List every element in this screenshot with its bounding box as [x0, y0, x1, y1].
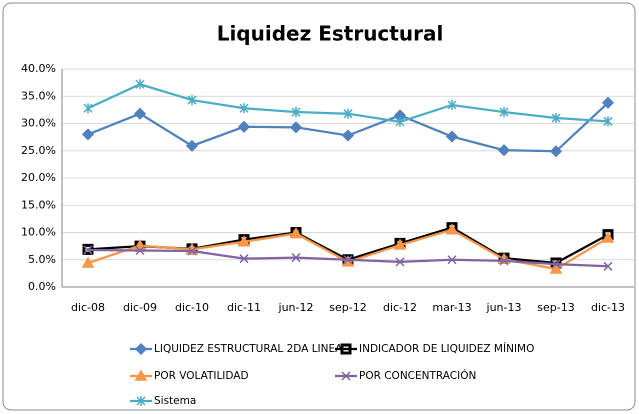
data-point	[187, 95, 197, 106]
data-point	[237, 120, 251, 133]
y-tick-label: 10.0%	[21, 226, 56, 239]
data-point	[135, 79, 145, 90]
x-tick-label: dic-11	[227, 301, 261, 314]
data-point	[447, 99, 457, 110]
legend-label: POR CONCENTRACIÓN	[359, 369, 476, 382]
data-point	[81, 128, 95, 141]
data-point	[445, 130, 459, 143]
data-point	[341, 129, 355, 142]
data-point	[551, 259, 561, 269]
x-tick-label: dic-08	[71, 301, 105, 314]
x-tick-label: mar-13	[432, 301, 471, 314]
data-point	[239, 254, 249, 264]
data-point	[343, 108, 353, 119]
y-tick-label: 5.0%	[28, 253, 56, 266]
chart-title: Liquidez Estructural	[217, 22, 444, 46]
y-tick-label: 25.0%	[21, 144, 56, 157]
data-point	[237, 235, 251, 247]
data-point	[549, 262, 563, 274]
data-point	[83, 103, 93, 114]
legend-marker	[134, 342, 148, 356]
data-point	[289, 121, 303, 134]
x-tick-label: dic-13	[591, 301, 625, 314]
data-point	[343, 255, 353, 265]
data-point	[549, 145, 563, 158]
x-tick-label: jun-13	[486, 301, 522, 314]
y-tick-label: 30.0%	[21, 117, 56, 130]
legend-marker	[340, 343, 352, 355]
y-tick-label: 0.0%	[28, 280, 56, 293]
data-point	[133, 107, 147, 120]
legend-marker	[136, 396, 146, 406]
data-point	[499, 256, 509, 266]
data-point	[291, 253, 301, 263]
x-tick-label: jun-12	[278, 301, 314, 314]
data-point	[497, 144, 511, 157]
x-tick-label: dic-09	[123, 301, 157, 314]
data-point	[603, 116, 613, 127]
data-point	[393, 238, 407, 250]
legend-label: LIQUIDEZ ESTRUCTURAL 2DA LINEA	[154, 343, 343, 355]
data-point	[395, 116, 405, 127]
legend-marker	[341, 371, 351, 381]
data-point	[135, 245, 145, 256]
data-point	[83, 245, 93, 255]
legend-marker	[134, 369, 148, 381]
legend-label: INDICADOR DE LIQUIDEZ MÍNIMO	[359, 342, 534, 355]
data-point	[239, 103, 249, 114]
data-point	[291, 107, 301, 118]
legend-label: POR VOLATILIDAD	[154, 370, 249, 382]
y-tick-label: 15.0%	[21, 198, 56, 211]
data-point	[289, 227, 303, 239]
data-point	[499, 107, 509, 118]
y-tick-label: 35.0%	[21, 89, 56, 102]
x-tick-label: dic-12	[383, 301, 417, 314]
data-point	[187, 246, 197, 256]
legend-label: Sistema	[154, 395, 196, 407]
data-point	[601, 231, 615, 243]
data-point	[81, 256, 95, 268]
x-tick-label: sep-12	[329, 301, 366, 314]
y-tick-label: 40.0%	[21, 62, 56, 75]
data-point	[447, 255, 457, 265]
data-point	[395, 257, 405, 267]
data-point	[551, 113, 561, 124]
x-tick-label: sep-13	[537, 301, 574, 314]
data-point	[603, 261, 613, 271]
x-tick-label: dic-10	[175, 301, 209, 314]
y-tick-label: 20.0%	[21, 171, 56, 184]
data-point	[601, 96, 615, 109]
data-point	[185, 139, 199, 152]
data-point	[445, 223, 459, 235]
